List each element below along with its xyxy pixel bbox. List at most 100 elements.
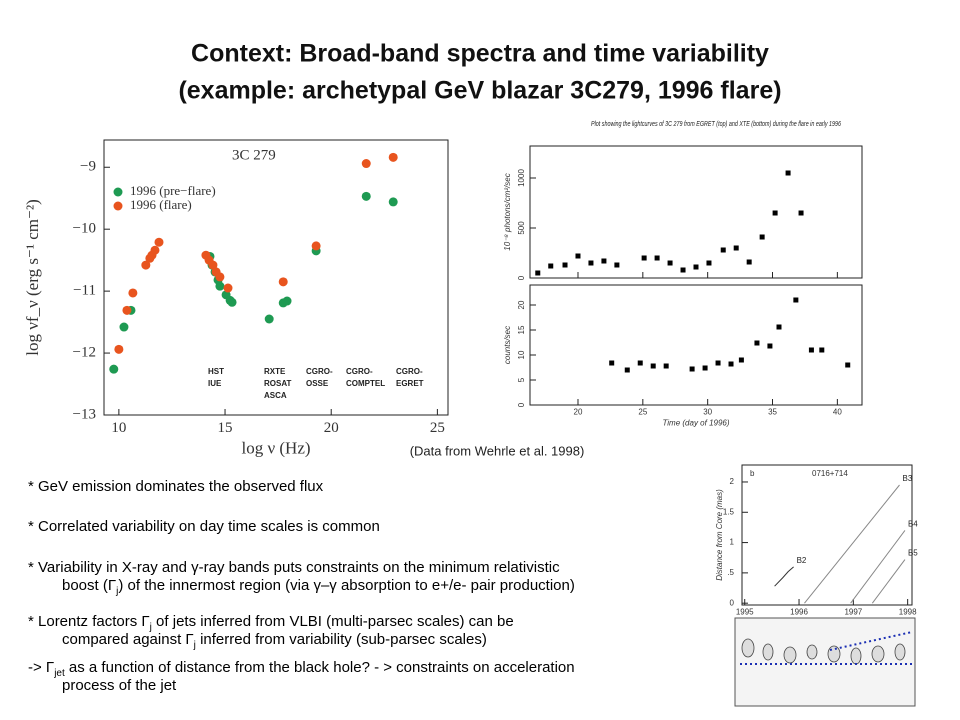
point [141,260,151,270]
chart-title: 3C 279 [232,147,276,163]
annotation: RXTE [264,367,286,376]
point [388,152,398,162]
point [759,234,765,240]
point [819,347,825,353]
point [208,260,218,270]
point [667,260,673,266]
x-tick-label: 20 [324,420,339,436]
text-segment: of jets inferred from VLBI (multi-parsec… [151,613,514,630]
point [588,260,594,266]
y-tick-label: 0 [517,402,526,407]
text-segment: ) of the innermost region (via γ–γ absor… [118,577,575,594]
series-label: B2 [797,556,807,565]
point [702,365,708,371]
point [772,210,778,216]
x-tick-label: 20 [574,407,583,416]
x-tick-label: 15 [218,420,233,436]
y-axis-label: counts/sec [503,326,512,364]
y-axis-label: Distance from Core (mas) [715,489,724,581]
credit: (Data from Wehrle et al. 1998) [410,443,585,458]
y-tick-label: 10 [517,350,526,359]
text-segment: * Variability in X-ray and γ-ray bands p… [28,559,560,576]
y-tick-label: −13 [73,406,96,422]
y-tick-label: 0 [517,275,526,280]
point [641,255,647,261]
series-line [850,530,906,604]
point [282,296,292,306]
x-axis-label: log ν (Hz) [241,438,310,457]
bullet-line: * Variability in X-ray and γ-ray bands p… [28,559,560,576]
y-tick-label: 20 [517,300,526,309]
chart-title: Plot showing the lightcurves of 3C 279 f… [591,121,841,128]
text-segment: process of the jet [62,677,177,694]
point [227,297,237,307]
y-axis-label: log νf_ν (erg s⁻¹ cm⁻²) [23,199,42,356]
point [150,245,160,255]
chart: −13 −12 −11 −10 −9 10 15 20 25 log ν (Hz) log νf_ν… [23,139,449,457]
point [706,260,712,266]
chart: 0 500 1000 10⁻⁸ photons/cm²/sec Plot showing… [503,121,863,280]
annotation: CGRO- [396,367,423,376]
instrument-labels: HST IUE RXTE ROSAT ASCA CGRO- OSSE CGRO-… [208,367,424,400]
point [601,258,607,264]
point [738,357,744,363]
point [128,288,138,298]
series-line [774,566,794,587]
chart: 0 5 10 15 20 20 25 30 35 40 Time (day of 1996) coun… [503,272,863,428]
point [548,263,554,269]
x-tick-label: 1995 [736,607,754,616]
annotation: ASCA [264,391,287,400]
annotation: 0716+714 [812,469,848,478]
series-line [804,484,900,604]
point [785,170,791,176]
x-tick-label: 40 [833,407,842,416]
point [223,283,233,293]
series-line [871,559,906,604]
annotation: HST [208,367,224,376]
point [154,237,164,247]
plot-frame [741,464,913,606]
annotation: EGRET [396,379,424,388]
y-tick-label: −12 [73,345,96,361]
text-segment: compared against Γ [62,631,194,648]
legend-marker [113,187,123,197]
point [119,322,129,332]
y-tick-label: −11 [73,283,96,299]
x-tick-label: 25 [638,407,647,416]
series-label: B4 [908,520,918,529]
bullet-line: * Correlated variability on day time sca… [28,518,380,535]
text-segment: j [116,586,119,597]
vlbi-strip [734,617,916,707]
point [114,344,124,354]
y-tick-label: 2 [730,477,735,486]
text-segment: -> Γ [28,659,55,676]
point [535,270,541,276]
y-tick-label: 0 [730,598,735,607]
point [798,210,804,216]
plot-frame [529,284,863,406]
bullet-line: process of the jet [62,677,176,694]
y-tick-label: .5 [727,568,734,577]
y-tick-label: 1.5 [723,507,735,516]
text-segment: as a function of distance from the black… [64,659,575,676]
x-tick-label: 25 [430,420,445,436]
point [215,272,225,282]
point [680,267,686,273]
point [733,245,739,251]
annotation: CGRO- [346,367,373,376]
chart: 0 .5 1 1.5 2 1995 1996 1997 1998 Distance from Co… [715,464,918,616]
x-tick-label: 30 [703,407,712,416]
bullet-line: * GeV emission dominates the observed fl… [28,478,323,495]
y-tick-label: 5 [517,377,526,382]
point [562,262,568,268]
point [715,360,721,366]
text-segment: jet [54,668,65,679]
point [720,247,726,253]
point [311,241,321,251]
y-tick-label: 1000 [517,169,526,187]
annotation: OSSE [306,379,329,388]
point [746,259,752,265]
point [728,361,734,367]
dotted-line [829,631,913,651]
